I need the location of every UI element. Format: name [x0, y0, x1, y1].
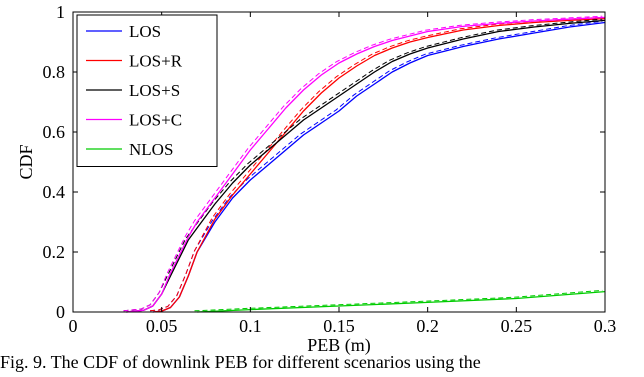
legend-label: LOS	[129, 22, 161, 41]
y-tick-label: 0.8	[43, 62, 66, 82]
y-tick-label: 0.2	[43, 242, 66, 262]
plot-layer	[123, 15, 606, 313]
x-axis-label: PEB (m)	[307, 335, 371, 356]
series-line-3	[126, 16, 606, 313]
series-dashed-line-3	[123, 15, 603, 312]
x-tick-label: 0.3	[594, 316, 617, 336]
y-tick-label: 1	[56, 2, 65, 22]
series-line-1	[152, 17, 606, 313]
ticks-layer: 0 0.05 0.1 0.15 0.2 0.25 0.3 0 0.2 0.4 0.6 0.8 1	[43, 2, 617, 336]
legend-label: LOS+R	[129, 52, 183, 71]
legend-label: LOS+S	[129, 81, 180, 100]
y-axis-label: CDF	[16, 144, 36, 179]
series-dashed-line-2	[123, 18, 603, 312]
series-dashed-line-0	[150, 20, 603, 312]
figure-caption: Fig. 9. The CDF of downlink PEB for diff…	[0, 353, 481, 372]
series-line-2	[126, 19, 606, 313]
legend-box	[76, 14, 218, 167]
legend: LOS LOS+R LOS+S LOS+C NLOS	[76, 14, 218, 167]
x-tick-label: 0.15	[323, 316, 355, 336]
series-line-0	[152, 21, 606, 313]
x-tick-label: 0.2	[416, 316, 439, 336]
x-tick-label: 0.25	[501, 316, 533, 336]
series-line-4	[197, 290, 606, 313]
x-tick-label: 0	[69, 316, 78, 336]
legend-label: LOS+C	[129, 111, 182, 130]
y-tick-label: 0	[56, 302, 65, 322]
x-tick-label: 0.1	[239, 316, 262, 336]
series-dashed-line-4	[194, 289, 603, 312]
legend-label: NLOS	[129, 140, 173, 159]
series-dashed-line-1	[150, 16, 603, 312]
x-tick-label: 0.05	[146, 316, 178, 336]
y-tick-label: 0.4	[43, 182, 66, 202]
y-tick-label: 0.6	[43, 122, 66, 142]
